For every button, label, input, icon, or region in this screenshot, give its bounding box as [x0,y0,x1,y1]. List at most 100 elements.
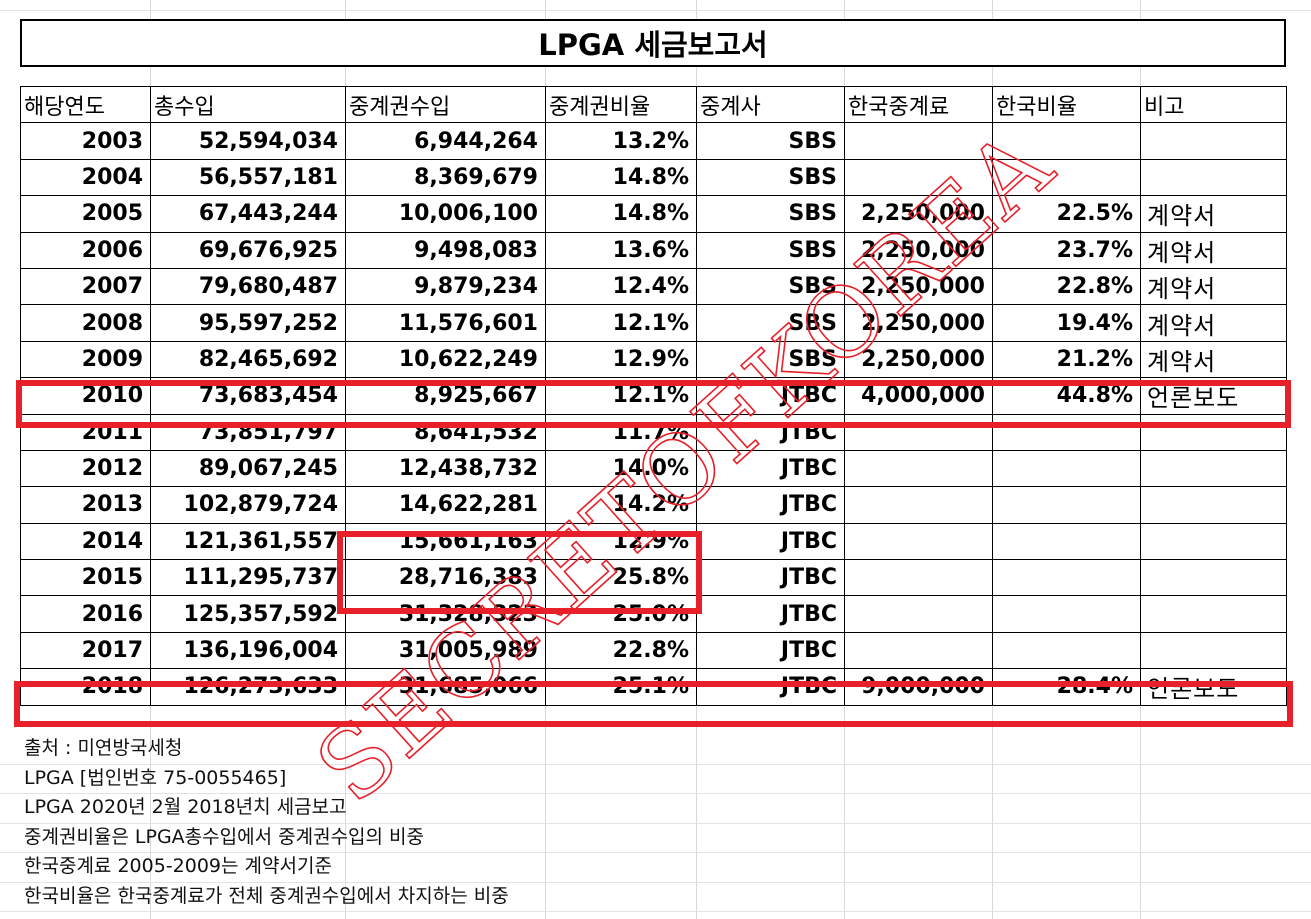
note-cell[interactable]: 계약서 [1140,195,1287,233]
rights-ratio-cell[interactable]: 14.2% [545,486,697,524]
rights-ratio-cell[interactable]: 12.9% [545,340,697,379]
korea-fee-cell[interactable]: 2,250,000 [844,340,993,379]
korea-ratio-cell[interactable] [992,522,1141,561]
rights-ratio-cell[interactable]: 14.0% [545,449,697,488]
rights-ratio-cell[interactable]: 25.1% [545,668,697,706]
broadcast-rights-cell[interactable]: 9,498,083 [345,231,546,269]
total-revenue-cell[interactable]: 126,273,633 [150,668,346,706]
korea-fee-cell[interactable] [844,631,993,670]
total-revenue-cell[interactable]: 69,676,925 [150,231,346,269]
broadcaster-cell[interactable]: JTBC [696,413,845,451]
korea-ratio-cell[interactable] [992,595,1141,633]
korea-fee-cell[interactable]: 2,250,000 [844,304,993,342]
year-cell[interactable]: 2007 [20,267,151,306]
broadcast-rights-cell[interactable]: 10,622,249 [345,340,546,379]
broadcaster-cell[interactable]: SBS [696,195,845,233]
total-revenue-cell[interactable]: 111,295,737 [150,559,346,597]
korea-ratio-cell[interactable] [992,449,1141,488]
korea-fee-cell[interactable]: 2,250,000 [844,195,993,233]
broadcaster-cell[interactable]: JTBC [696,522,845,561]
broadcast-rights-cell[interactable]: 28,716,383 [345,559,546,597]
rights-ratio-cell[interactable]: 12.4% [545,267,697,306]
column-header[interactable]: 비고 [1140,85,1287,124]
broadcaster-cell[interactable]: JTBC [696,486,845,524]
broadcast-rights-cell[interactable]: 9,879,234 [345,267,546,306]
rights-ratio-cell[interactable]: 12.1% [545,377,697,415]
total-revenue-cell[interactable]: 52,594,034 [150,122,346,160]
broadcast-rights-cell[interactable]: 31,685,066 [345,668,546,706]
year-cell[interactable]: 2004 [20,158,151,197]
korea-fee-cell[interactable] [844,559,993,597]
broadcast-rights-cell[interactable]: 10,006,100 [345,195,546,233]
rights-ratio-cell[interactable]: 14.8% [545,195,697,233]
korea-ratio-cell[interactable] [992,631,1141,670]
total-revenue-cell[interactable]: 125,357,592 [150,595,346,633]
broadcaster-cell[interactable]: JTBC [696,559,845,597]
year-cell[interactable]: 2005 [20,195,151,233]
korea-fee-cell[interactable] [844,122,993,160]
rights-ratio-cell[interactable]: 25.8% [545,559,697,597]
broadcaster-cell[interactable]: SBS [696,267,845,306]
broadcaster-cell[interactable]: SBS [696,304,845,342]
year-cell[interactable]: 2010 [20,377,151,415]
total-revenue-cell[interactable]: 89,067,245 [150,449,346,488]
broadcast-rights-cell[interactable]: 14,622,281 [345,486,546,524]
note-cell[interactable] [1140,413,1287,451]
korea-fee-cell[interactable] [844,486,993,524]
total-revenue-cell[interactable]: 79,680,487 [150,267,346,306]
year-cell[interactable]: 2018 [20,668,151,706]
broadcaster-cell[interactable]: JTBC [696,377,845,415]
year-cell[interactable]: 2012 [20,449,151,488]
year-cell[interactable]: 2016 [20,595,151,633]
broadcast-rights-cell[interactable]: 8,369,679 [345,158,546,197]
broadcaster-cell[interactable]: JTBC [696,668,845,706]
note-cell[interactable] [1140,122,1287,160]
korea-ratio-cell[interactable] [992,486,1141,524]
korea-fee-cell[interactable] [844,449,993,488]
note-cell[interactable] [1140,559,1287,597]
korea-ratio-cell[interactable]: 19.4% [992,304,1141,342]
broadcaster-cell[interactable]: JTBC [696,631,845,670]
column-header[interactable]: 중계권비율 [545,85,697,124]
total-revenue-cell[interactable]: 121,361,557 [150,522,346,561]
korea-fee-cell[interactable]: 9,000,000 [844,668,993,706]
broadcast-rights-cell[interactable]: 15,661,163 [345,522,546,561]
broadcaster-cell[interactable]: SBS [696,340,845,379]
broadcaster-cell[interactable]: JTBC [696,449,845,488]
note-cell[interactable]: 언론보도 [1140,377,1287,415]
korea-fee-cell[interactable] [844,413,993,451]
broadcast-rights-cell[interactable]: 8,925,667 [345,377,546,415]
korea-ratio-cell[interactable]: 23.7% [992,231,1141,269]
note-cell[interactable]: 계약서 [1140,340,1287,379]
year-cell[interactable]: 2009 [20,340,151,379]
rights-ratio-cell[interactable]: 25.0% [545,595,697,633]
korea-ratio-cell[interactable] [992,122,1141,160]
korea-ratio-cell[interactable]: 22.5% [992,195,1141,233]
note-cell[interactable]: 계약서 [1140,231,1287,269]
note-cell[interactable] [1140,631,1287,670]
year-cell[interactable]: 2006 [20,231,151,269]
rights-ratio-cell[interactable]: 12.1% [545,304,697,342]
rights-ratio-cell[interactable]: 12.9% [545,522,697,561]
korea-ratio-cell[interactable]: 22.8% [992,267,1141,306]
column-header[interactable]: 총수입 [150,85,346,124]
year-cell[interactable]: 2015 [20,559,151,597]
korea-ratio-cell[interactable]: 28.4% [992,668,1141,706]
broadcast-rights-cell[interactable]: 6,944,264 [345,122,546,160]
note-cell[interactable] [1140,486,1287,524]
note-cell[interactable]: 언론보도 [1140,668,1287,706]
broadcast-rights-cell[interactable]: 8,641,532 [345,413,546,451]
korea-fee-cell[interactable] [844,158,993,197]
broadcaster-cell[interactable]: SBS [696,231,845,269]
total-revenue-cell[interactable]: 73,851,797 [150,413,346,451]
korea-fee-cell[interactable]: 2,250,000 [844,267,993,306]
broadcast-rights-cell[interactable]: 11,576,601 [345,304,546,342]
note-cell[interactable] [1140,595,1287,633]
korea-ratio-cell[interactable] [992,158,1141,197]
column-header[interactable]: 해당연도 [20,85,151,124]
rights-ratio-cell[interactable]: 11.7% [545,413,697,451]
korea-fee-cell[interactable] [844,595,993,633]
note-cell[interactable] [1140,522,1287,561]
year-cell[interactable]: 2017 [20,631,151,670]
broadcaster-cell[interactable]: SBS [696,122,845,160]
